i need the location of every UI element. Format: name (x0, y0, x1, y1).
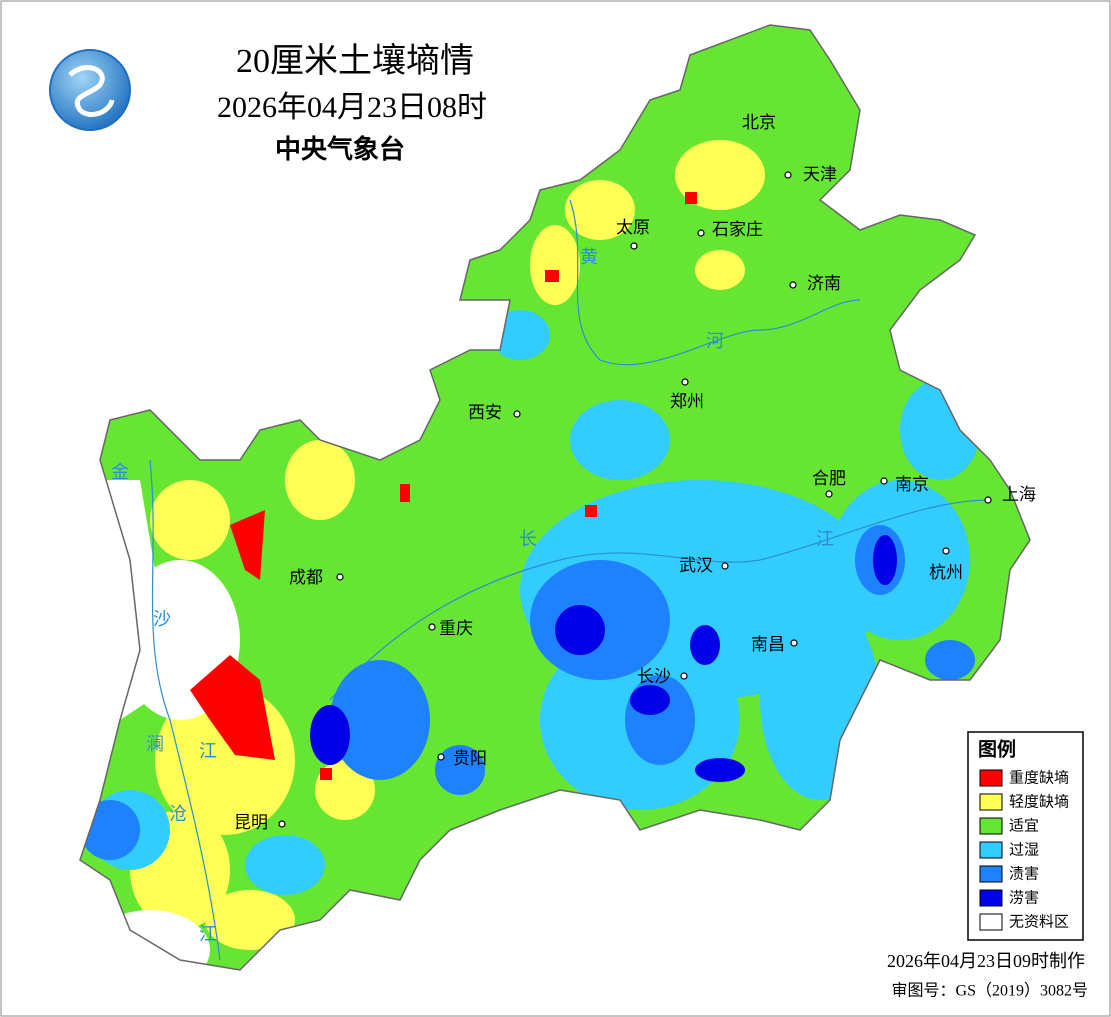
legend-label: 过湿 (1009, 841, 1039, 859)
city-label: 南昌 (751, 635, 785, 655)
legend-swatch (979, 793, 1003, 811)
city-label: 成都 (289, 568, 323, 588)
legend-swatch (979, 817, 1003, 835)
city-label: 天津 (803, 165, 837, 185)
river-label: 黄 (580, 247, 598, 268)
city-label: 重庆 (439, 619, 473, 639)
city-label: 上海 (1002, 485, 1036, 505)
legend-swatch (979, 841, 1003, 859)
city-dots (278, 171, 992, 828)
river-label: 江 (199, 924, 217, 945)
agency: 中央气象台 (275, 134, 405, 165)
legend-label: 适宜 (1009, 817, 1039, 835)
river-label: 沙 (153, 609, 171, 630)
river-label: 澜 (146, 734, 164, 755)
made-time: 2026年04月23日09时制作 (887, 951, 1085, 971)
title: 20厘米土壤墒情 (236, 42, 474, 80)
legend-title: 图例 (978, 738, 1016, 761)
legend-label: 重度缺墒 (1009, 769, 1069, 787)
legend-label: 渍害 (1009, 865, 1039, 883)
city-label: 太原 (616, 218, 650, 238)
city-label: 西安 (468, 403, 502, 423)
legend-swatch (979, 769, 1003, 787)
city-label: 合肥 (812, 469, 846, 489)
river-label: 江 (199, 741, 217, 762)
legend: 图例 重度缺墒 轻度缺墒 适宜 过湿 渍害 涝害 无资料区 (967, 731, 1084, 941)
legend-swatch (979, 889, 1003, 907)
river-label: 江 (816, 529, 834, 550)
city-label: 石家庄 (712, 220, 763, 240)
city-label: 贵阳 (453, 749, 487, 769)
city-label: 济南 (807, 274, 841, 294)
river-label: 长 (519, 529, 537, 550)
time: 2026年04月23日08时 (217, 91, 487, 124)
legend-label: 轻度缺墒 (1009, 793, 1069, 811)
legend-label: 涝害 (1009, 889, 1039, 907)
river-label: 河 (706, 331, 724, 352)
city-label: 长沙 (637, 667, 671, 687)
city-label: 昆明 (234, 813, 268, 833)
legend-label: 无资料区 (1009, 913, 1069, 931)
city-label: 北京 (742, 113, 776, 133)
city-label: 郑州 (670, 392, 704, 412)
logo (49, 49, 131, 131)
legend-swatch (979, 913, 1003, 931)
city-label: 南京 (895, 475, 929, 495)
river-labels: 黄 河 长 江 金 沙 澜 江 沧 江 (111, 247, 834, 945)
city-labels: 北京 天津 太原 石家庄 济南 西安 郑州 合肥 南京 上海 成都 武汉 杭州 … (234, 113, 1036, 833)
city-label: 杭州 (929, 563, 963, 583)
legend-swatch (979, 865, 1003, 883)
river-label: 金 (111, 462, 129, 483)
review-number: 审图号：GS（2019）3082号 (892, 982, 1088, 1000)
river-label: 沧 (169, 804, 187, 825)
city-label: 武汉 (679, 556, 713, 576)
legend-box (967, 731, 1084, 941)
